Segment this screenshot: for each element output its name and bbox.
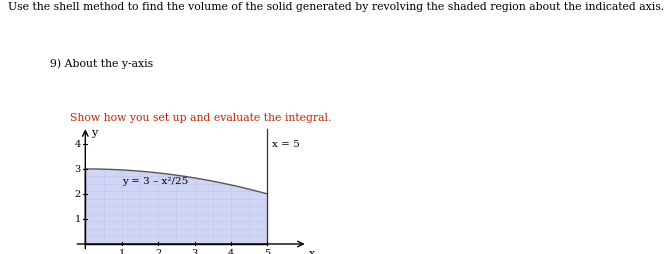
Text: 9) About the y-axis: 9) About the y-axis	[50, 58, 154, 69]
Text: 2: 2	[155, 248, 161, 254]
Text: x = 5: x = 5	[272, 139, 299, 148]
Text: y = 3 – x²/25: y = 3 – x²/25	[121, 176, 188, 185]
Text: y: y	[91, 127, 97, 137]
Text: 1: 1	[119, 248, 125, 254]
Text: x: x	[309, 248, 315, 254]
Text: 5: 5	[264, 248, 270, 254]
Text: 1: 1	[74, 215, 81, 224]
Text: Show how you set up and evaluate the integral.: Show how you set up and evaluate the int…	[70, 112, 332, 122]
Text: 2: 2	[74, 190, 81, 199]
Text: 3: 3	[74, 165, 81, 174]
Text: 4: 4	[74, 140, 81, 149]
Text: 4: 4	[228, 248, 234, 254]
Text: Use the shell method to find the volume of the solid generated by revolving the : Use the shell method to find the volume …	[8, 3, 664, 12]
Text: 3: 3	[191, 248, 198, 254]
